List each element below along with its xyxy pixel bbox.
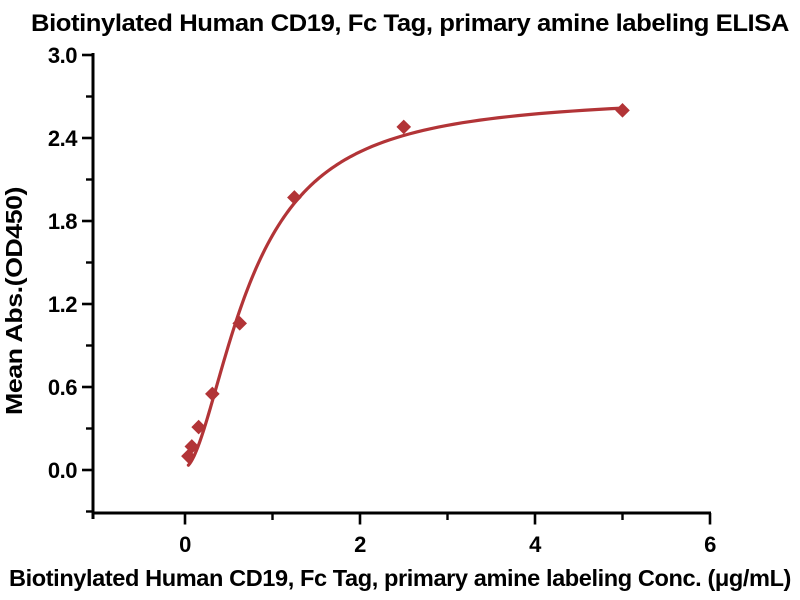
chart-title: Biotinylated Human CD19, Fc Tag, primary…	[31, 10, 789, 37]
data-point	[287, 190, 302, 205]
data-point	[184, 439, 200, 454]
x-tick-label: 6	[704, 532, 716, 557]
x-tick-label: 4	[529, 532, 542, 557]
y-tick-label: 0.0	[48, 458, 77, 483]
data-point	[191, 419, 206, 435]
y-tick-label: 0.6	[48, 375, 77, 400]
y-tick-label: 3.0	[48, 43, 77, 68]
x-axis-label: Biotinylated Human CD19, Fc Tag, primary…	[9, 565, 791, 591]
data-point	[615, 103, 630, 118]
x-tick-label: 0	[179, 532, 191, 557]
y-tick-label: 2.4	[48, 126, 78, 151]
fit-curve	[186, 106, 625, 467]
x-tick-label: 2	[354, 532, 366, 557]
plot-generated-content: 0.0 0.6 1.2 1.8 2.4 3.0 0 2 4 6	[48, 43, 717, 557]
y-axis-label: Mean Abs.(OD450)	[1, 187, 27, 415]
y-tick-label: 1.8	[48, 209, 77, 234]
data-point	[205, 386, 220, 402]
y-tick-label: 1.2	[48, 292, 77, 317]
data-point	[232, 316, 247, 331]
data-point	[396, 119, 412, 135]
